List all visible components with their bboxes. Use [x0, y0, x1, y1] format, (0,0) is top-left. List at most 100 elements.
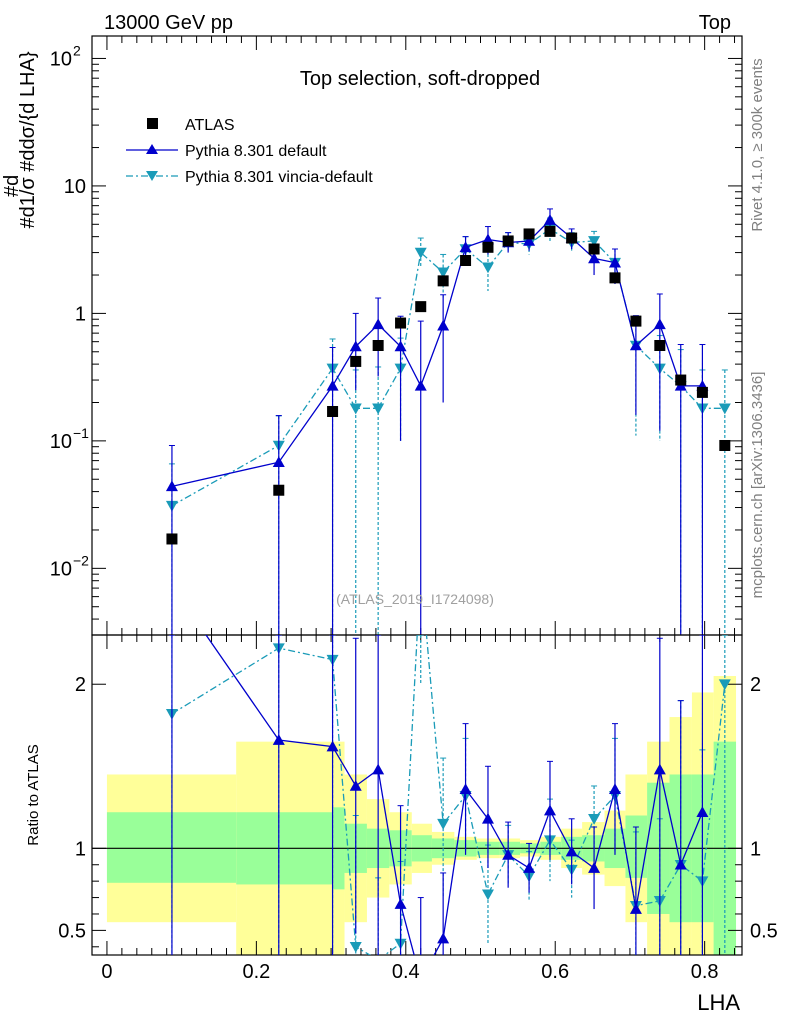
atlas-data-point — [273, 484, 285, 496]
vincia-main-point — [372, 403, 385, 415]
y-tick-label: 10 — [50, 431, 72, 453]
atlas-data-point — [719, 439, 731, 451]
atlas-data-point — [675, 374, 687, 386]
vincia-main-point — [588, 236, 601, 247]
ylabel-hash-1: #d — [1, 175, 23, 197]
ratio-y-label-right: 2 — [750, 674, 761, 696]
pythia-main-line — [171, 219, 703, 487]
ratio-panel: 0 0.2 0.4 0.6 0.8 0.5 0.5 1 1 2 2 — [58, 634, 778, 983]
pythia-main-point — [459, 241, 472, 253]
pythia-main-point — [608, 256, 621, 268]
atlas-data-point — [502, 235, 514, 247]
ylabel-frac-line: #d1/σ #ddσ/{d LHA} — [17, 51, 39, 228]
atlas-data-point — [166, 533, 178, 545]
atlas-data-point — [327, 405, 339, 417]
pythia-main-point — [523, 234, 536, 246]
pythia-ratio-point — [696, 806, 709, 818]
x-tick-label: 0.8 — [691, 961, 719, 983]
pythia-main-point — [326, 379, 339, 391]
ratio-y-label-left: 0.5 — [58, 920, 86, 942]
pythia-ratio-group — [168, 635, 709, 955]
legend-pythia-marker — [146, 144, 158, 154]
pythia-ratio-point — [629, 903, 642, 914]
atlas-data-point — [460, 254, 472, 266]
pythia-ratio-point — [349, 779, 362, 791]
pythia-ratio-point — [502, 848, 515, 860]
legend-pythia-label: Pythia 8.301 default — [185, 143, 327, 160]
atlas-data-point — [415, 301, 427, 313]
y-tick-exponent: −1 — [73, 425, 89, 441]
x-axis-label: LHA — [697, 990, 740, 1015]
atlas-data-point — [566, 232, 578, 244]
pythia-main-point — [588, 252, 601, 264]
pythia-ratio-point — [674, 858, 687, 870]
pythia-ratio-point — [437, 932, 450, 944]
pythia-main-point — [437, 319, 450, 331]
atlas-data-point — [654, 339, 666, 351]
atlas-data-point — [523, 228, 535, 240]
vincia-main-point — [481, 262, 494, 274]
atlas-data-point — [482, 241, 494, 253]
vincia-ratio-point — [481, 889, 494, 901]
atlas-data-point — [350, 355, 362, 367]
x-tick-label: 0.6 — [541, 961, 569, 983]
mcplots-label: mcplots.cern.ch [arXiv:1306.3436] — [749, 372, 766, 599]
vincia-main-point — [349, 403, 362, 415]
pythia-ratio-point — [372, 763, 385, 775]
y-tick-label: 10 — [50, 558, 72, 580]
legend: ATLAS Pythia 8.301 default Pythia 8.301 … — [126, 117, 373, 186]
pythia-main-point — [349, 340, 362, 352]
vincia-ratio-point — [588, 813, 601, 825]
vincia-main-point — [414, 247, 427, 259]
atlas-data-point — [372, 339, 384, 351]
pythia-main-point — [165, 480, 178, 492]
atlas-data-point — [609, 272, 621, 284]
x-tick-label: 0 — [101, 961, 112, 983]
pythia-main-point — [481, 233, 494, 245]
pythia-ratio-point — [523, 862, 536, 873]
x-tick-label: 0.2 — [242, 961, 270, 983]
atlas-data-point — [437, 275, 449, 287]
ratio-y-label-right: 1 — [750, 838, 761, 860]
vincia-main-point — [718, 403, 731, 415]
legend-data-label: ATLAS — [185, 117, 235, 134]
pythia-main-point — [543, 214, 556, 225]
pythia-ratio-point — [565, 845, 578, 857]
pythia-main-point — [414, 379, 427, 391]
analysis-watermark: (ATLAS_2019_I1724098) — [336, 591, 494, 607]
ratio-y-label-left: 2 — [75, 674, 86, 696]
y-tick-label: 10 — [64, 176, 86, 198]
pythia-ratio-point — [394, 898, 407, 909]
pythia-ratio-point — [481, 812, 494, 824]
x-tick-label: 0.4 — [392, 961, 420, 983]
vincia-ratio-point — [437, 818, 450, 830]
rivet-label: Rivet 4.1.0, ≥ 300k events — [749, 58, 766, 231]
atlas-data-point — [696, 386, 708, 398]
atlas-data-point — [544, 225, 556, 237]
ratio-y-label-right: 0.5 — [750, 920, 778, 942]
atlas-data-point — [395, 317, 407, 329]
y-tick-exponent: −2 — [73, 552, 89, 568]
y-tick-label: 10 — [50, 48, 72, 70]
ratio-y-label-left: 1 — [75, 838, 86, 860]
main-ylabel: #d — [1, 175, 23, 197]
y-tick-label: 1 — [75, 303, 86, 325]
vincia-ratio-point — [349, 941, 362, 953]
ratio-ylabel: Ratio to ATLAS — [25, 744, 42, 845]
vincia-main-line — [171, 228, 725, 507]
pythia-ratio-point — [459, 783, 472, 795]
legend-data-marker — [147, 118, 158, 129]
pythia-ratio-point — [588, 862, 601, 873]
atlas-data-point — [588, 243, 600, 255]
pythia-main-point — [653, 318, 666, 330]
vincia-main-point — [437, 267, 450, 279]
vincia-ratio-line — [171, 635, 726, 955]
pythia-ratio-point — [272, 734, 285, 745]
pythia-main-point — [372, 318, 385, 330]
pythia-ratio-point — [543, 804, 556, 816]
pythia-ratio-point — [326, 740, 339, 752]
pythia-main-point — [394, 340, 407, 352]
pythia-main-point — [629, 339, 642, 351]
